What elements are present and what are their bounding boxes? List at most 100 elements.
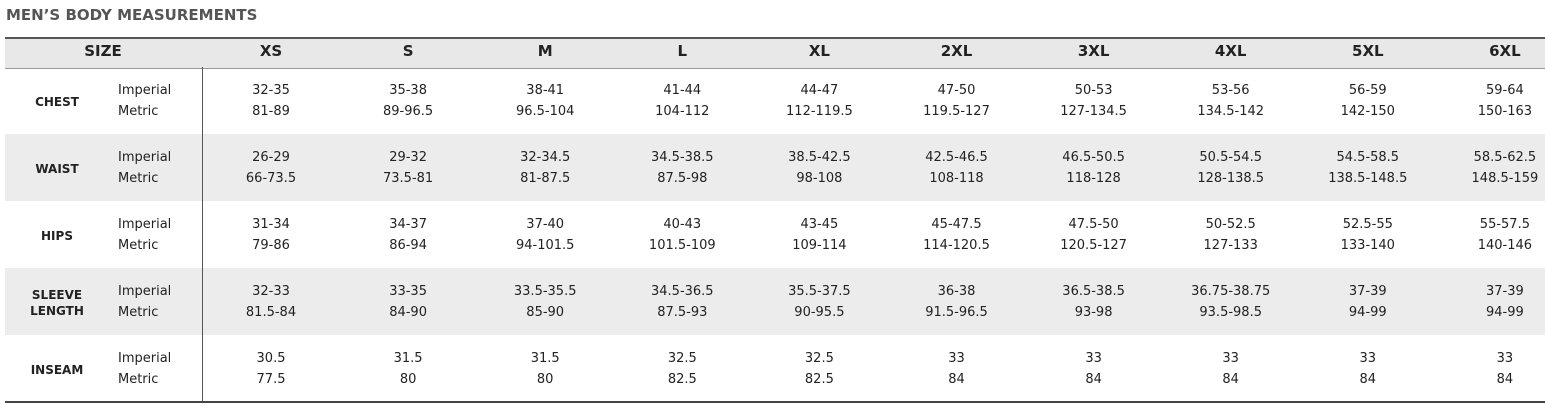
size-label: 6XL (1489, 42, 1521, 60)
measurement-value: 31.5 (393, 351, 423, 366)
row-band (5, 268, 1545, 335)
measurement-value: 32-35 (252, 83, 290, 98)
measurement-value: 89-96.5 (383, 104, 434, 119)
measurement-value: 120.5-127 (1060, 238, 1127, 253)
measurement-value: 84-90 (389, 305, 427, 320)
measurement-value: 112-119.5 (786, 104, 853, 119)
measurement-value: 109-114 (792, 238, 847, 253)
unit-label: Metric (118, 104, 159, 119)
row-band (5, 201, 1545, 268)
measurement-value: 31-34 (252, 217, 290, 232)
measurement-value: 82.5 (804, 372, 834, 387)
measurement-value: 41-44 (663, 83, 702, 98)
measurement-value: 86-94 (389, 238, 427, 253)
measurement-value: 133-140 (1340, 238, 1395, 253)
size-label: 2XL (940, 42, 973, 60)
measurement-value: 30.5 (256, 351, 286, 366)
row-band (5, 134, 1545, 201)
measurement-value: 46.5-50.5 (1062, 150, 1125, 165)
measurement-value: 54.5-58.5 (1336, 150, 1400, 165)
measurement-value: 80 (399, 372, 417, 387)
measurement-value: 36.75-38.75 (1191, 284, 1271, 299)
measurement-value: 127-134.5 (1060, 104, 1127, 119)
size-label: S (402, 42, 414, 60)
size-label: XS (259, 42, 283, 60)
measurement-value: 37-40 (526, 217, 565, 232)
measurement-value: 148.5-159 (1471, 171, 1539, 186)
measurement-value: 53-56 (1211, 83, 1250, 98)
measurement-value: 87.5-93 (657, 305, 708, 320)
measurement-value: 150-163 (1477, 104, 1533, 119)
measurement-label: CHEST (35, 95, 79, 109)
measurement-value: 32-34.5 (520, 150, 571, 165)
measurement-value: 91.5-96.5 (925, 305, 988, 320)
measurement-value: 66-73.5 (245, 171, 297, 186)
measurement-value: 81-89 (252, 104, 290, 119)
measurement-value: 94-99 (1348, 305, 1387, 320)
measurement-value: 58.5-62.5 (1473, 150, 1537, 165)
measurement-value: 140-146 (1477, 238, 1533, 253)
divider (202, 67, 203, 401)
measurement-value: 33.5-35.5 (513, 284, 577, 299)
measurement-label: SLEEVE LENGTH (30, 288, 84, 318)
measurement-value: 85-90 (526, 305, 565, 320)
measurement-value: 35.5-37.5 (788, 284, 851, 299)
measurement-value: 84 (1222, 372, 1239, 387)
measurement-value: 43-45 (800, 217, 839, 232)
measurement-label: WAIST (35, 162, 79, 176)
measurement-value: 90-95.5 (794, 305, 845, 320)
measurement-value: 31.5 (530, 351, 560, 366)
measurement-value: 82.5 (667, 372, 697, 387)
unit-label: Metric (118, 171, 159, 186)
measurement-value: 32.5 (804, 351, 834, 366)
measurement-value: 50-53 (1074, 83, 1113, 98)
measurement-value: 34.5-38.5 (651, 150, 714, 165)
measurement-value: 56-59 (1348, 83, 1387, 98)
measurement-value: 45-47.5 (931, 217, 982, 232)
measurement-value: 104-112 (655, 104, 710, 119)
measurement-value: 38-41 (526, 83, 565, 98)
measurement-value: 36.5-38.5 (1062, 284, 1125, 299)
measurement-value: 32.5 (667, 351, 697, 366)
measurement-value: 142-150 (1340, 104, 1395, 119)
measurement-value: 84 (1496, 372, 1514, 387)
chart-title: MEN’S BODY MEASUREMENTS (6, 6, 258, 24)
measurement-value: 81-87.5 (520, 171, 571, 186)
row-band (5, 67, 1545, 134)
measurement-value: 26-29 (252, 150, 290, 165)
measurement-value: 77.5 (256, 372, 286, 387)
measurement-value: 81.5-84 (245, 305, 297, 320)
unit-label: Imperial (118, 150, 172, 165)
measurement-value: 101.5-109 (648, 238, 716, 253)
measurement-value: 134.5-142 (1197, 104, 1265, 119)
size-label: 3XL (1077, 42, 1110, 60)
measurement-value: 98-108 (796, 171, 843, 186)
measurement-value: 138.5-148.5 (1328, 171, 1408, 186)
measurement-value: 32-33 (252, 284, 290, 299)
measurement-value: 118-128 (1066, 171, 1121, 186)
measurement-value: 127-133 (1203, 238, 1258, 253)
size-label: 5XL (1352, 42, 1384, 60)
measurement-value: 50-52.5 (1205, 217, 1256, 232)
measurement-value: 114-120.5 (923, 238, 990, 253)
unit-label: Imperial (118, 83, 172, 98)
measurement-value: 94-101.5 (515, 238, 575, 253)
measurement-value: 33 (948, 351, 965, 366)
measurement-value: 87.5-98 (657, 171, 708, 186)
measurement-value: 94-99 (1486, 305, 1524, 320)
measurement-value: 80 (536, 372, 554, 387)
measurement-value: 93.5-98.5 (1199, 305, 1262, 320)
measurement-value: 128-138.5 (1197, 171, 1265, 186)
measurement-value: 42.5-46.5 (925, 150, 988, 165)
measurement-value: 33 (1222, 351, 1239, 366)
unit-label: Imperial (118, 284, 172, 299)
measurement-value: 52.5-55 (1342, 217, 1393, 232)
unit-label: Metric (118, 305, 159, 320)
measurement-value: 35-38 (389, 83, 427, 98)
measurement-value: 93-98 (1074, 305, 1113, 320)
unit-label: Metric (118, 372, 159, 387)
measurement-value: 84 (948, 372, 965, 387)
header-row (5, 37, 1545, 69)
measurement-value: 37-39 (1348, 284, 1387, 299)
